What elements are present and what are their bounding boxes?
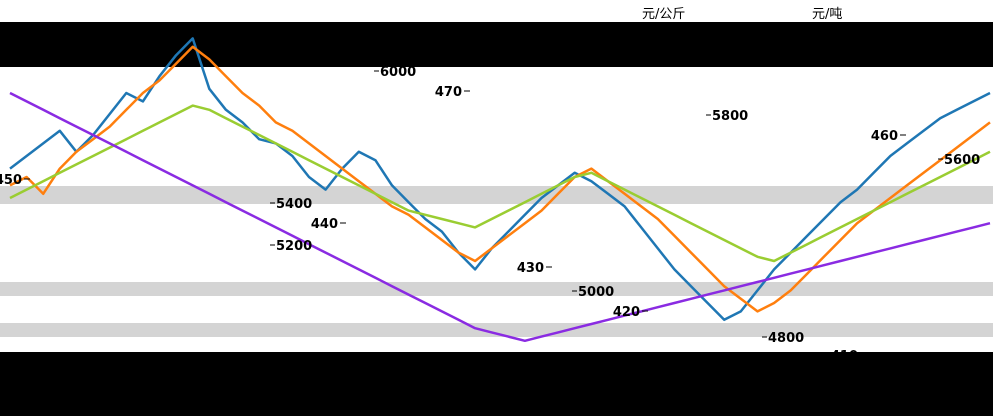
series-line-4 — [9, 91, 991, 343]
left-tick-410: 410 — [831, 349, 858, 364]
left-tick-430: 430 — [517, 261, 544, 276]
grey-band-3 — [0, 323, 993, 337]
left-tick-440: 440 — [311, 217, 338, 232]
left-tick-480: 480 — [441, 41, 468, 56]
right-tick-4800: 4800 — [768, 331, 804, 346]
series-line-1 — [9, 37, 991, 322]
right-tick-5600: 5600 — [944, 153, 980, 168]
grey-band-1 — [0, 186, 993, 204]
right-tick-6200: 6200 — [398, 23, 434, 38]
right-tick-6000: 6000 — [380, 65, 416, 80]
right-tick-5400: 5400 — [276, 197, 312, 212]
left-tick-420: 420 — [613, 305, 640, 320]
tick-layer: 410 420 430 440 450 460 470 480 4800 5000 5200 5400… — [0, 23, 980, 364]
left-tick-460: 460 — [871, 129, 898, 144]
series-line-3 — [9, 104, 991, 263]
left-tick-450: 450 — [0, 173, 22, 188]
right-tick-5200: 5200 — [276, 239, 312, 254]
series-line-2 — [9, 45, 991, 313]
right-tick-5000: 5000 — [578, 285, 614, 300]
right-axis-unit: 元/吨 — [812, 7, 842, 22]
black-band-top — [0, 22, 993, 67]
series-layer — [9, 37, 991, 343]
left-tick-470: 470 — [435, 85, 462, 100]
right-tick-5800: 5800 — [712, 109, 748, 124]
left-axis-unit: 元/公斤 — [642, 7, 685, 22]
black-band-bottom — [0, 352, 993, 416]
